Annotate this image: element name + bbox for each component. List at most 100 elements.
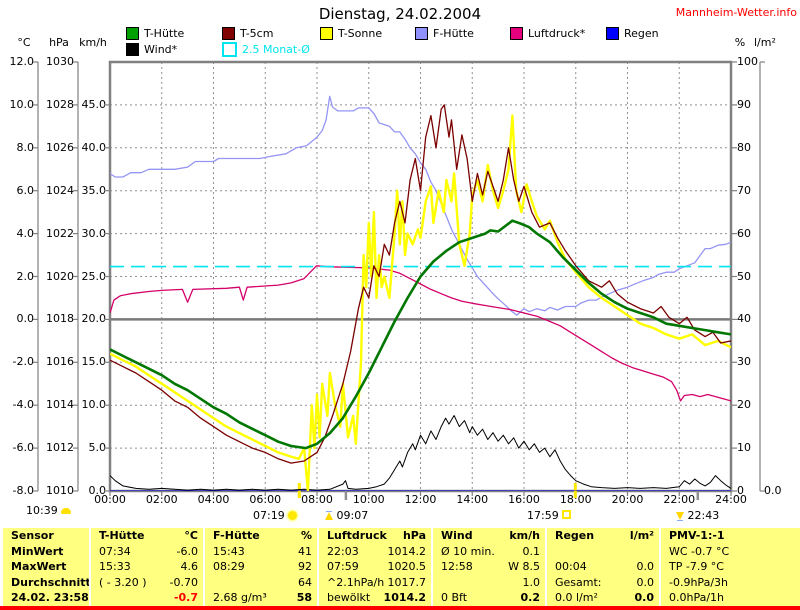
tick-C-12.0: 12.0: [9, 55, 35, 68]
cell-time: Gesamt:: [555, 575, 602, 589]
column-header: PMV-1:-1: [669, 529, 725, 542]
table-data-row: 0.0hPa/1h: [661, 590, 800, 606]
table-data-row: bewölkt 1014.2: [319, 590, 431, 606]
column-header: Wind: [441, 529, 473, 542]
tick-hPa-1024: 1024: [46, 183, 74, 197]
series-t_huette: [110, 219, 731, 450]
legend-swatch: [222, 27, 235, 40]
site-link[interactable]: Mannheim-Wetter.info: [675, 6, 797, 19]
table-data-row: 15:33 4.6: [91, 559, 203, 575]
table-column-regen: Regen l/m² 00:04 0.0 Gesamt: 0.0 0.0 l/m² 0.0: [547, 528, 659, 606]
axis-unit-hpa: hPa: [49, 36, 69, 49]
sensor-summary-table: Sensor MinWert MaxWert Durchschnitt 24.02. 2…: [0, 528, 800, 606]
tick-time-02:00: 02:00: [145, 493, 178, 506]
tick-hPa-1010: 1010: [46, 484, 74, 497]
legend-label: Luftdruck*: [528, 27, 586, 40]
sunset-icon: [562, 510, 572, 519]
axis-unit-percent: %: [734, 36, 746, 49]
tick-time-22:00: 22:00: [663, 493, 696, 506]
page-title: Dienstag, 24.02.2004: [318, 5, 482, 23]
tick-time-20:00: 20:00: [611, 493, 644, 506]
legend-swatch: [510, 27, 523, 40]
table-row-label: MaxWert: [11, 560, 67, 574]
tick-hPa-1022: 1022: [46, 226, 74, 240]
bottom-accent-bar: [0, 606, 800, 610]
cell-value: -0.70: [169, 575, 198, 589]
cell-value: 0.0: [636, 575, 655, 589]
table-header-row: Wind km/h: [433, 528, 545, 544]
series-t_5cm: [110, 104, 731, 464]
table-data-row: 22:03 1014.2: [319, 544, 431, 560]
table-data-row: -0.7: [91, 590, 203, 606]
legend-label: F-Hütte: [433, 27, 474, 40]
tick-hPa-1026: 1026: [46, 140, 74, 154]
tick-C-6.0: 6.0: [16, 183, 35, 197]
cell-time: 2.68 g/m³: [213, 591, 267, 605]
legend-item-t-h-tte: T-Hütte: [126, 27, 184, 40]
axis-unit-kmh: km/h: [79, 36, 107, 49]
tick-C-8.0: 8.0: [16, 140, 35, 154]
moonrise-label: 09:07: [336, 509, 369, 522]
axis-unit-lm2: l/m²: [754, 36, 776, 49]
tick-C-0.0: 0.0: [16, 312, 35, 326]
tick-C--4.0: -4.0: [12, 398, 34, 412]
tick-time-14:00: 14:00: [456, 493, 489, 506]
table-data-row: WC -0.7 °C: [661, 544, 800, 560]
series-f_huette: [110, 95, 731, 316]
tick-time-08:00: 08:00: [301, 493, 333, 506]
cell-time: 0.0hPa/1h: [669, 591, 725, 605]
cell-time: 08:29: [213, 560, 245, 574]
tick-time-24:00: 24:00: [715, 493, 747, 506]
legend-label: T-5cm: [240, 27, 274, 40]
table-column-luftdruck: Luftdruck hPa 22:03 1014.2 07:59 1020.5 ^2.1hP…: [319, 528, 431, 606]
table-data-row: 07:34 -6.0: [91, 544, 203, 560]
legend-swatch: [126, 27, 139, 40]
tick-hPa-1028: 1028: [46, 97, 74, 111]
legend-label: T-Hütte: [144, 27, 185, 40]
cell-value: 1014.2: [383, 591, 426, 605]
table-label-column: Sensor MinWert MaxWert Durchschnitt 24.02. 2…: [3, 528, 89, 606]
cell-value: 0.1: [522, 544, 541, 558]
tick-time-10:00: 10:00: [352, 493, 385, 506]
cell-time: 07:34: [99, 544, 131, 558]
cell-time: 07:59: [327, 560, 359, 574]
table-row-label: Sensor: [11, 529, 54, 542]
cell-value: 92: [298, 560, 312, 574]
legend-swatch: [222, 42, 237, 57]
cell-value: 1.0: [522, 575, 541, 589]
table-data-row: 0.0 l/m² 0.0: [547, 590, 659, 606]
tick-hPa-1016: 1016: [46, 355, 74, 369]
series-wind: [110, 415, 731, 491]
cell-value: 64: [298, 575, 312, 589]
table-data-row: 08:29 92: [205, 559, 317, 575]
table-column-wind: Wind km/h Ø 10 min. 0.1 12:58 W 8.5 1.0 0 Bft 0.…: [433, 528, 545, 606]
sun-icon: [288, 511, 298, 520]
tick-kmh-20.0: 20.0: [81, 312, 107, 326]
tick-time-06:00: 06:00: [249, 493, 282, 506]
sunrise-label: 07:19: [253, 509, 285, 522]
moon-time-annotation: 10:39: [26, 505, 72, 517]
legend-label: T-Sonne: [338, 27, 383, 40]
tick-time-16:00: 16:00: [508, 493, 540, 506]
tick-hPa-1014: 1014: [46, 398, 74, 412]
legend-item-f-h-tte: F-Hütte: [415, 27, 474, 40]
tick-pct-90: 90: [737, 97, 751, 111]
table-row-label: Durchschnitt: [11, 575, 89, 589]
table-data-row: 12:58 W 8.5: [433, 559, 545, 575]
table-row-label: MinWert: [11, 544, 64, 558]
column-unit: l/m²: [629, 529, 654, 542]
tick-kmh-15.0: 15.0: [81, 355, 107, 369]
tick-pct-40: 40: [737, 312, 751, 326]
tick-time-18:00: 18:00: [559, 493, 592, 506]
tick-pct-60: 60: [737, 226, 751, 240]
table-data-row: Gesamt: 0.0: [547, 575, 659, 591]
cell-time: 22:03: [327, 544, 359, 558]
table-data-row: -0.9hPa/3h: [661, 575, 800, 591]
cell-value: 1020.5: [387, 560, 427, 574]
legend-item-regen: Regen: [606, 27, 659, 40]
table-data-row: 0 Bft 0.2: [433, 590, 545, 606]
column-header: Luftdruck: [327, 529, 387, 542]
cell-value: 0.0: [634, 591, 655, 605]
column-header: Regen: [555, 529, 595, 542]
